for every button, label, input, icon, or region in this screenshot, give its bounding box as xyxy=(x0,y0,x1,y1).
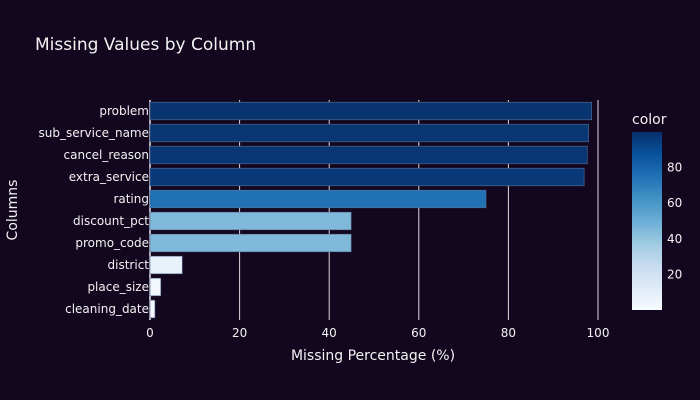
x-tick-label: 60 xyxy=(411,326,426,340)
bar-rating xyxy=(149,189,487,209)
bar-district xyxy=(149,255,183,275)
colorbar-tick-label: 20 xyxy=(667,267,682,281)
bar-sub-service-name xyxy=(149,123,589,143)
x-tick-label: 0 xyxy=(146,326,154,340)
colorbar-tick-label: 80 xyxy=(667,161,682,175)
y-tick-label: place_size xyxy=(87,280,149,294)
x-tick-label: 20 xyxy=(232,326,247,340)
bar-extra-service xyxy=(149,167,585,187)
colorbar-tick-label: 60 xyxy=(667,196,682,210)
y-tick-label: promo_code xyxy=(75,236,149,250)
colorbar-title: color xyxy=(632,112,667,128)
bar-problem xyxy=(149,101,593,121)
y-axis-ticks: problem sub_service_name cancel_reasonextr… xyxy=(39,104,150,316)
bar-discount-pct xyxy=(149,211,352,231)
bar-cleaning-date xyxy=(149,299,156,319)
x-tick-label: 40 xyxy=(322,326,337,340)
x-axis-title: Missing Percentage (%) xyxy=(291,348,455,364)
colorbar: color 20 40 60 80 xyxy=(632,112,682,310)
bar-place-size xyxy=(149,277,162,297)
y-axis-title: Columns xyxy=(5,180,21,241)
x-tick-label: 100 xyxy=(587,326,610,340)
bar-cancel-reason xyxy=(149,145,588,165)
y-tick-label: rating xyxy=(113,192,149,206)
y-tick-label: cleaning_date xyxy=(65,302,149,316)
chart-title: Missing Values by Column xyxy=(35,35,256,55)
y-tick-label: cancel_reason xyxy=(64,148,149,162)
colorbar-gradient xyxy=(632,132,662,310)
y-tick-label: district xyxy=(108,258,150,272)
y-tick-label: discount_pct xyxy=(73,214,149,228)
bar-promo-code xyxy=(149,233,352,253)
bars xyxy=(149,101,593,319)
x-tick-label: 80 xyxy=(501,326,516,340)
y-tick-label: sub_service_name xyxy=(39,126,150,140)
colorbar-tick-label: 40 xyxy=(667,232,682,246)
x-axis-ticks: 0 20 40 60 80 100 xyxy=(146,326,609,340)
colorbar-ticks: 20 40 60 80 xyxy=(667,161,682,282)
y-tick-label: problem xyxy=(99,104,149,118)
y-tick-label: extra_service xyxy=(69,170,149,184)
